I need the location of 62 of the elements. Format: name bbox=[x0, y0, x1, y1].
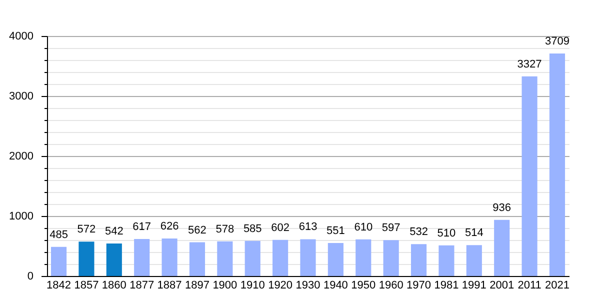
x-tick-label: 1887 bbox=[157, 280, 182, 292]
data-label: 585 bbox=[243, 222, 262, 235]
data-label: 514 bbox=[464, 227, 484, 240]
data-label: 3709 bbox=[544, 35, 570, 48]
x-tick-label: 1930 bbox=[296, 280, 320, 292]
bar bbox=[466, 245, 482, 276]
data-label: 936 bbox=[492, 202, 512, 214]
data-label: 562 bbox=[188, 224, 206, 236]
x-tick-label: 1877 bbox=[130, 280, 154, 292]
bar bbox=[549, 53, 566, 276]
data-label: 602 bbox=[271, 222, 290, 234]
data-label: 542 bbox=[104, 225, 124, 238]
bar bbox=[50, 246, 67, 276]
x-tick-label: 1981 bbox=[434, 280, 459, 292]
data-label: 510 bbox=[437, 227, 456, 240]
x-tick-label: 2011 bbox=[518, 280, 542, 292]
y-tick-label: 1000 bbox=[9, 210, 34, 222]
x-tick-label: 1842 bbox=[46, 280, 72, 292]
data-label: 485 bbox=[50, 228, 68, 241]
x-tick-label: 1920 bbox=[268, 280, 293, 292]
bar bbox=[189, 242, 206, 276]
bar bbox=[244, 240, 260, 276]
bar bbox=[217, 241, 233, 276]
bar bbox=[522, 76, 538, 276]
data-label: 3327 bbox=[517, 58, 542, 70]
y-tick-label: 4000 bbox=[9, 30, 34, 42]
data-label: 597 bbox=[382, 222, 400, 234]
bar bbox=[300, 239, 316, 276]
data-label: 610 bbox=[354, 221, 373, 234]
bar bbox=[272, 240, 288, 276]
bar bbox=[356, 239, 372, 276]
x-tick-label: 1897 bbox=[184, 280, 210, 292]
data-label: 572 bbox=[77, 224, 96, 236]
data-label: 578 bbox=[216, 223, 234, 236]
y-tick-label: 0 bbox=[27, 270, 34, 282]
y-tick-label: 2000 bbox=[9, 150, 34, 162]
bar bbox=[134, 238, 150, 276]
bar bbox=[78, 242, 94, 276]
y-tick-label: 3000 bbox=[9, 90, 34, 102]
bar bbox=[383, 240, 399, 276]
x-tick-label: 1860 bbox=[102, 280, 126, 292]
x-tick-label: 1940 bbox=[323, 280, 348, 292]
data-label: 626 bbox=[160, 220, 179, 232]
x-tick-label: 1910 bbox=[240, 280, 265, 292]
bar bbox=[328, 242, 344, 276]
x-tick-label: 1900 bbox=[212, 280, 238, 292]
data-label: 532 bbox=[410, 226, 428, 238]
bar bbox=[438, 245, 454, 276]
x-tick-label: 2001 bbox=[490, 280, 514, 292]
x-tick-label: 1950 bbox=[351, 280, 376, 292]
x-tick-label: 2021 bbox=[544, 280, 570, 292]
bar bbox=[410, 244, 427, 276]
bar bbox=[106, 243, 122, 276]
bar bbox=[162, 238, 178, 276]
data-label: 551 bbox=[326, 224, 345, 237]
x-tick-label: 1960 bbox=[378, 280, 404, 292]
data-label: 617 bbox=[132, 220, 152, 233]
x-tick-label: 1991 bbox=[462, 280, 486, 292]
x-tick-label: 1970 bbox=[406, 280, 432, 292]
bar bbox=[494, 220, 510, 276]
x-tick-label: 1857 bbox=[74, 280, 99, 292]
data-label: 613 bbox=[298, 221, 318, 234]
